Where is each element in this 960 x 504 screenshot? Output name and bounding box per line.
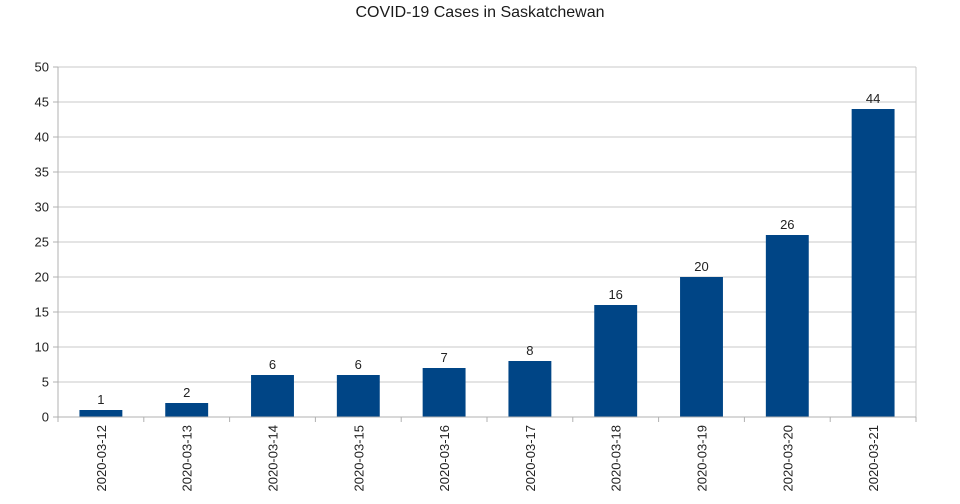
data-label: 2 — [183, 385, 190, 400]
x-tick-label: 2020-03-13 — [180, 425, 195, 492]
y-tick-label: 0 — [42, 410, 49, 425]
y-tick-label: 5 — [42, 375, 49, 390]
bar-2020-03-17 — [508, 361, 552, 417]
data-label: 20 — [694, 259, 708, 274]
bar-2020-03-21 — [851, 109, 895, 417]
x-tick-label: 2020-03-14 — [266, 425, 281, 492]
x-tick-label: 2020-03-15 — [351, 425, 366, 492]
y-tick-label: 30 — [35, 200, 49, 215]
data-label: 1 — [97, 392, 104, 407]
data-label: 16 — [608, 287, 622, 302]
data-label: 6 — [355, 357, 362, 372]
x-tick-label: 2020-03-16 — [437, 425, 452, 492]
data-label: 6 — [269, 357, 276, 372]
bar-2020-03-16 — [422, 368, 466, 417]
data-label: 44 — [866, 91, 880, 106]
bar-2020-03-12 — [79, 410, 123, 417]
bar-2020-03-13 — [165, 403, 209, 417]
bar-2020-03-19 — [680, 277, 723, 417]
y-tick-label: 45 — [35, 95, 49, 110]
data-label: 7 — [440, 350, 447, 365]
y-tick-label: 15 — [35, 305, 49, 320]
chart-title: COVID-19 Cases in Saskatchewan — [355, 4, 605, 21]
x-tick-label: 2020-03-20 — [780, 425, 795, 492]
bar-2020-03-18 — [594, 305, 638, 417]
x-tick-label: 2020-03-12 — [94, 425, 109, 492]
data-label: 26 — [780, 217, 794, 232]
x-tick-label: 2020-03-18 — [609, 425, 624, 492]
y-tick-label: 10 — [35, 340, 49, 355]
bar-2020-03-15 — [336, 375, 380, 417]
y-tick-label: 20 — [35, 270, 49, 285]
bar-2020-03-20 — [765, 235, 809, 417]
axes — [53, 66, 917, 422]
y-tick-label: 40 — [35, 130, 49, 145]
x-tick-label: 2020-03-19 — [695, 425, 710, 492]
x-tick-label: 2020-03-21 — [866, 425, 881, 492]
y-tick-label: 50 — [35, 60, 49, 75]
labels: 0 5 10 15 20 25 30 35 40 45 50 1 2020-03-12 2 2020-03-… — [35, 60, 882, 492]
data-label: 8 — [526, 343, 533, 358]
y-tick-label: 25 — [35, 235, 49, 250]
bar-2020-03-14 — [251, 375, 294, 417]
y-tick-label: 35 — [35, 165, 49, 180]
x-tick-label: 2020-03-17 — [523, 425, 538, 492]
bars — [79, 109, 895, 417]
